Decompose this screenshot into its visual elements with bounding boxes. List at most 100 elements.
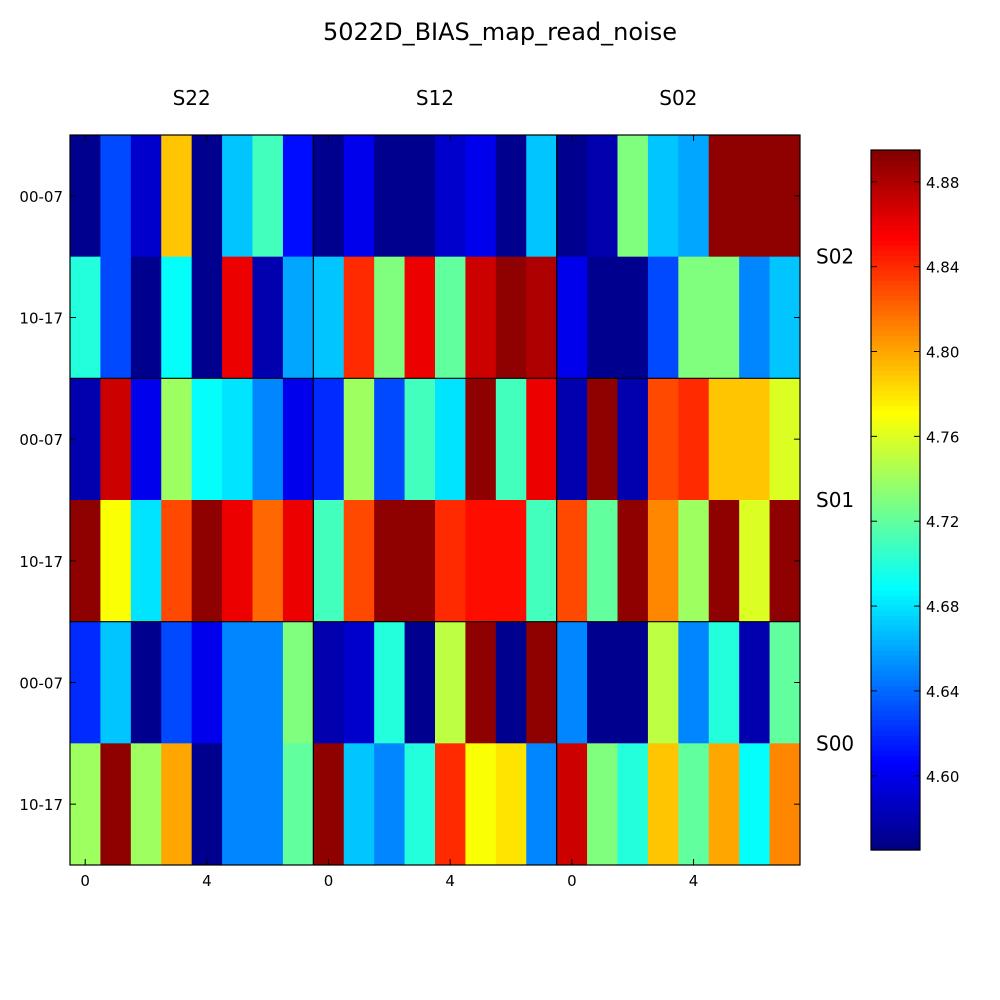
x-tick-labels: 0 4 0 4 0 4 xyxy=(80,872,698,890)
colorbar-segment xyxy=(871,675,920,681)
colorbar-segment xyxy=(871,390,920,396)
colorbar-segment xyxy=(871,320,920,326)
colorbar-segment xyxy=(871,420,920,426)
heatmap-cell xyxy=(587,256,618,379)
colorbar-segment xyxy=(871,255,920,261)
colorbar-tick-label: 4.68 xyxy=(926,598,959,616)
colorbar-segment xyxy=(871,795,920,801)
heatmap-cell xyxy=(678,135,710,258)
heatmap-cell xyxy=(526,500,558,623)
heatmap-cell xyxy=(404,500,436,623)
colorbar-segment xyxy=(871,700,920,706)
colorbar-segment xyxy=(871,815,920,821)
heatmap-cell xyxy=(739,256,771,379)
x-tick-label: 0 xyxy=(567,872,577,890)
colorbar-segment xyxy=(871,585,920,591)
colorbar-segment xyxy=(871,235,920,241)
colorbar-segment xyxy=(871,355,920,361)
colorbar-segment xyxy=(871,155,920,161)
heatmap-cell xyxy=(374,256,406,379)
colorbar-segment xyxy=(871,440,920,446)
heatmap-cell xyxy=(647,256,679,379)
colorbar-segment xyxy=(871,780,920,786)
heatmap-cell xyxy=(252,743,284,866)
row-group-label: S00 xyxy=(816,731,854,755)
heatmap-cell xyxy=(222,135,253,258)
colorbar-tick-label: 4.64 xyxy=(926,683,959,701)
colorbar-segment xyxy=(871,545,920,551)
column-group-label: S12 xyxy=(416,86,454,110)
row-label: 10-17 xyxy=(19,310,63,328)
colorbar-segment xyxy=(871,480,920,486)
heatmap-cells xyxy=(70,135,801,866)
colorbar-segment xyxy=(871,685,920,691)
colorbar-segment xyxy=(871,435,920,441)
heatmap-cell xyxy=(435,500,466,623)
heatmap-cell xyxy=(617,621,649,744)
colorbar-segment xyxy=(871,350,920,356)
heatmap-cell xyxy=(282,621,314,744)
colorbar-segment xyxy=(871,635,920,641)
colorbar-segment xyxy=(871,605,920,611)
heatmap-cell xyxy=(739,621,771,744)
colorbar-segment xyxy=(871,385,920,391)
colorbar-segment xyxy=(871,630,920,636)
heatmap-cell xyxy=(282,378,314,501)
colorbar-tick-label: 4.80 xyxy=(926,344,959,362)
colorbar-segment xyxy=(871,375,920,381)
colorbar-segment xyxy=(871,460,920,466)
heatmap-cell xyxy=(252,621,284,744)
heatmap-cell xyxy=(404,621,436,744)
heatmap-cell xyxy=(100,256,132,379)
colorbar-segment xyxy=(871,485,920,491)
colorbar-segment xyxy=(871,280,920,286)
colorbar-segment xyxy=(871,575,920,581)
colorbar-segment xyxy=(871,270,920,276)
colorbar-segment xyxy=(871,770,920,776)
colorbar-segment xyxy=(871,835,920,841)
x-tick-label: 4 xyxy=(689,872,699,890)
colorbar-segment xyxy=(871,655,920,661)
colorbar-segment xyxy=(871,645,920,651)
colorbar-segment xyxy=(871,665,920,671)
colorbar-segment xyxy=(871,205,920,211)
x-tick-label: 0 xyxy=(80,872,90,890)
colorbar-segment xyxy=(871,800,920,806)
colorbar-segment xyxy=(871,715,920,721)
heatmap-cell xyxy=(252,135,284,258)
heatmap-cell xyxy=(556,621,588,744)
heatmap-cell xyxy=(191,621,223,744)
colorbar-segment xyxy=(871,310,920,316)
heatmap-cell xyxy=(495,256,527,379)
heatmap-cell xyxy=(587,378,618,501)
heatmap-cell xyxy=(678,621,710,744)
colorbar-segment xyxy=(871,740,920,746)
plot-frame xyxy=(69,134,801,866)
colorbar-segment xyxy=(871,750,920,756)
colorbar-segment xyxy=(871,810,920,816)
heatmap-cell xyxy=(374,743,406,866)
colorbar-segment xyxy=(871,840,920,846)
heatmap-cell xyxy=(526,743,558,866)
colorbar-segment xyxy=(871,330,920,336)
heatmap-cell xyxy=(435,378,466,501)
colorbar-segment xyxy=(871,365,920,371)
heatmap-cell xyxy=(161,621,193,744)
heatmap-cell xyxy=(161,743,193,866)
heatmap-cell xyxy=(100,743,132,866)
heatmap-cell xyxy=(647,500,679,623)
colorbar-segment xyxy=(871,410,920,416)
heatmap-cell xyxy=(435,256,466,379)
heatmap-cell xyxy=(708,378,740,501)
row-group-labels: S02 S01 S00 xyxy=(816,245,854,756)
colorbar-segment xyxy=(871,790,920,796)
colorbar-segment xyxy=(871,580,920,586)
heatmap-cell xyxy=(313,135,345,258)
colorbar-segment xyxy=(871,190,920,196)
colorbar-segment xyxy=(871,425,920,431)
heatmap-cell xyxy=(556,743,588,866)
colorbar: 4.60 4.64 4.68 4.72 4.76 4.80 4.84 4.88 xyxy=(870,149,959,851)
row-label: 00-07 xyxy=(19,188,63,206)
colorbar-segment xyxy=(871,540,920,546)
